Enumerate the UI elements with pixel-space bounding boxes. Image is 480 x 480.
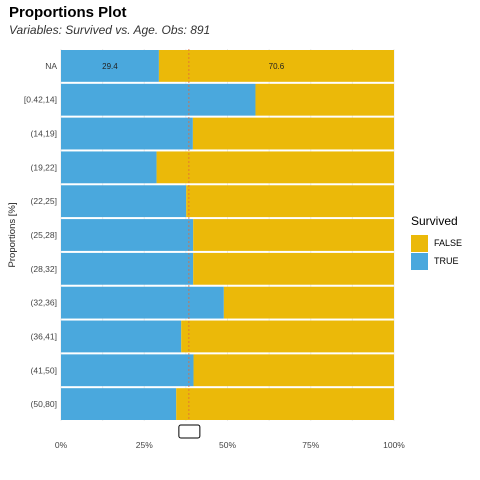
bar-false — [193, 354, 394, 387]
bar-true — [61, 151, 157, 184]
y-tick-label: (36,41] — [31, 331, 57, 341]
bar-false — [255, 83, 394, 116]
bars — [61, 50, 394, 420]
bar-false — [158, 50, 394, 82]
y-axis-title: Proportions [%] — [7, 203, 18, 268]
chart-subtitle: Variables: Survived vs. Age. Obs: 891 — [9, 23, 211, 37]
bar-true — [61, 388, 177, 420]
x-tick-label: 75% — [302, 440, 319, 450]
y-tick-label: [0.42,14] — [24, 95, 57, 105]
bar-false — [156, 151, 394, 184]
y-tick-label: (22,25] — [31, 196, 57, 206]
y-tick-label: (28,32] — [31, 264, 57, 274]
x-tick-label: 0% — [55, 440, 68, 450]
data-labels: 29.4 70.6 — [102, 62, 285, 71]
chart-title: Proportions Plot — [9, 4, 127, 21]
legend-key-false — [411, 234, 428, 252]
legend-item-false: FALSE — [411, 234, 462, 252]
bar-false — [193, 219, 394, 251]
y-tick-label: (32,36] — [31, 298, 57, 308]
bar-true — [61, 320, 182, 353]
bar-true — [61, 185, 187, 218]
bar-true — [61, 286, 224, 319]
legend-item-true: TRUE — [411, 252, 462, 270]
axes: NA [0.42,14] (14,19] (19,22] (22,25] (25,28] (… — [7, 61, 405, 450]
x-tick-label: 100% — [383, 440, 405, 450]
legend-key-true — [411, 252, 428, 270]
bar-true — [61, 117, 193, 150]
bar-false — [193, 252, 394, 285]
bar-false — [192, 117, 394, 150]
y-tick-label: (14,19] — [31, 129, 57, 139]
bar-true — [61, 83, 256, 116]
bar-false — [223, 286, 394, 319]
x-tick-label: 50% — [219, 440, 236, 450]
bar-true — [61, 252, 194, 285]
legend-title: Survived — [411, 214, 458, 228]
bar-true — [61, 50, 159, 82]
legend-label-false: FALSE — [434, 238, 463, 248]
y-tick-label: (50,80] — [31, 399, 57, 409]
y-tick-label: (41,50] — [31, 365, 57, 375]
bar-true — [61, 354, 194, 387]
y-tick-label: NA — [45, 61, 57, 71]
bar-false — [186, 185, 394, 218]
legend-label-true: TRUE — [434, 256, 459, 266]
reference-marker-box — [178, 424, 201, 439]
legend: Survived FALSE TRUE — [411, 214, 462, 270]
data-label-false: 70.6 — [269, 62, 285, 71]
y-tick-label: (25,28] — [31, 230, 57, 240]
data-label-true: 29.4 — [102, 62, 118, 71]
bar-false — [181, 320, 394, 353]
bar-true — [61, 219, 194, 251]
reference-line-group — [178, 49, 201, 439]
y-tick-label: (19,22] — [31, 162, 57, 172]
x-tick-label: 25% — [136, 440, 153, 450]
bar-false — [176, 388, 394, 420]
